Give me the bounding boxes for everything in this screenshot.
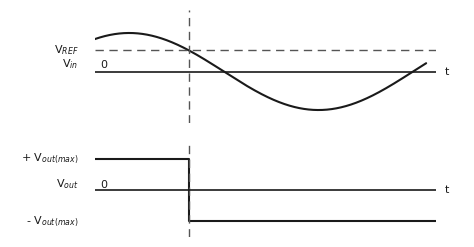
Text: + V$_{out(max)}$: + V$_{out(max)}$ xyxy=(20,152,78,166)
Text: 0: 0 xyxy=(100,60,107,70)
Text: V$_{out}$: V$_{out}$ xyxy=(55,178,78,191)
Text: - V$_{out(max)}$: - V$_{out(max)}$ xyxy=(26,214,78,229)
Text: t: t xyxy=(444,185,449,195)
Text: t: t xyxy=(444,66,449,77)
Text: 0: 0 xyxy=(100,180,107,189)
Text: V$_{REF}$: V$_{REF}$ xyxy=(54,43,78,57)
Text: V$_{in}$: V$_{in}$ xyxy=(62,58,78,71)
